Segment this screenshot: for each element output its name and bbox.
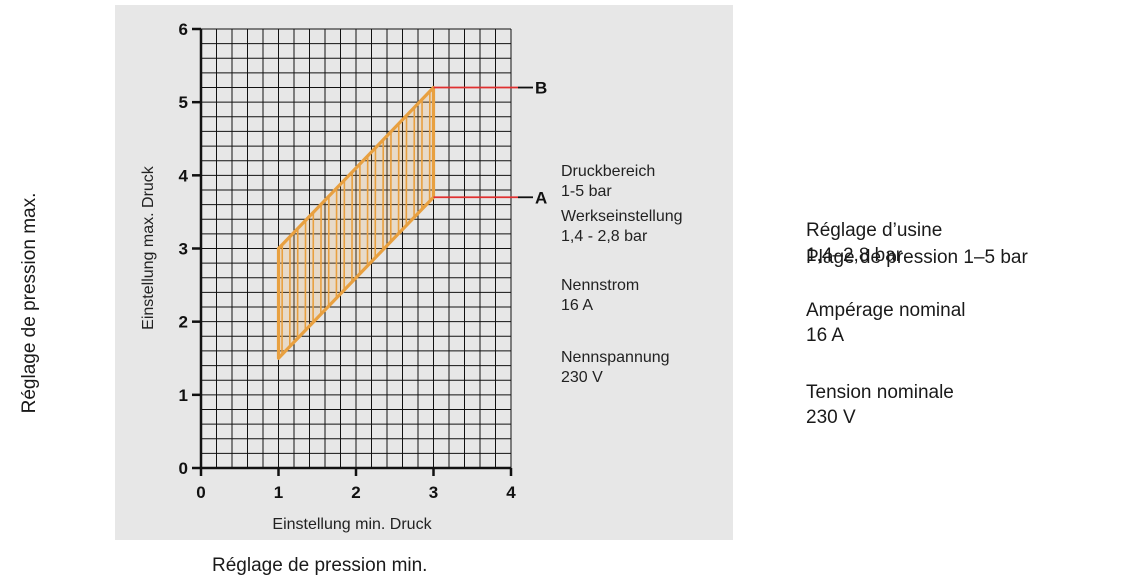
- legend-factory-value: 1,4 - 2,8 bar: [561, 228, 648, 245]
- y-tick-label: 3: [179, 240, 188, 259]
- fr-voltage-line2: 230 V: [806, 407, 856, 428]
- grid: [200, 28, 512, 469]
- x-tick-label: 0: [196, 483, 205, 502]
- y-tick-label: 6: [179, 20, 188, 39]
- legend-range-title: Druckbereich: [561, 163, 655, 180]
- y-tick-label: 0: [179, 459, 188, 478]
- x-tick-label: 2: [351, 483, 360, 502]
- y-tick-label: 5: [179, 93, 188, 112]
- marker-label: B: [535, 79, 547, 98]
- x-tick-label: 3: [429, 483, 438, 502]
- markers: BA: [433, 79, 547, 207]
- y-tick-label: 4: [179, 166, 189, 185]
- x-axis-title: Einstellung min. Druck: [272, 516, 432, 533]
- marker-label: A: [535, 188, 547, 207]
- region-fill: [278, 87, 434, 359]
- y-tick-label: 1: [179, 386, 188, 405]
- legend-voltage-value: 230 V: [561, 369, 603, 386]
- fr-factory-line1: Réglage d’usine: [806, 220, 943, 241]
- x-tick-label: 4: [506, 483, 516, 502]
- legend-de: Druckbereich 1-5 bar Werkseinstellung 1,…: [561, 163, 683, 386]
- fr-voltage-line1: Tension nominale: [806, 382, 954, 403]
- axes: 0 1 2 3 4 0 1 2 3 4 5 6: [179, 20, 517, 502]
- legend-current-title: Nennstrom: [561, 277, 639, 294]
- legend-voltage-title: Nennspannung: [561, 349, 670, 366]
- y-tick-label: 2: [179, 313, 188, 332]
- legend-current-value: 16 A: [561, 297, 593, 314]
- fr-pressure-range: Plage de pression 1–5 bar: [806, 247, 1028, 268]
- y-axis-title: Einstellung max. Druck: [140, 165, 157, 330]
- fr-y-axis-label: Réglage de pression max.: [19, 192, 40, 414]
- fr-x-axis-label: Réglage de pression min.: [212, 555, 428, 576]
- fr-current-line1: Ampérage nominal: [806, 300, 966, 321]
- legend-factory-title: Werkseinstellung: [561, 208, 683, 225]
- x-tick-label: 1: [274, 483, 283, 502]
- fr-current-line2: 16 A: [806, 325, 845, 346]
- fr-factory-line2: 1,4–2,8 bar: [806, 245, 903, 266]
- legend-range-value: 1-5 bar: [561, 183, 612, 200]
